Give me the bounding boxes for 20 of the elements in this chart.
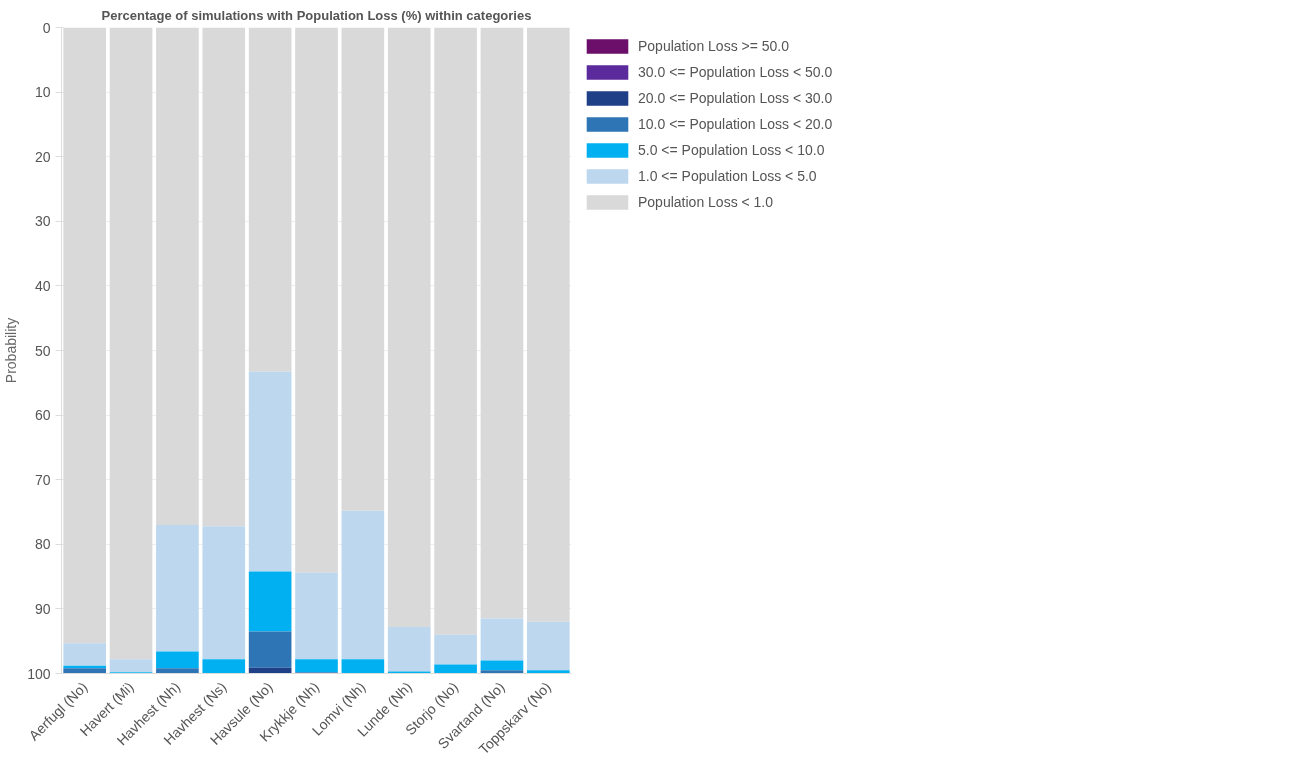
y-axis-title: Probability <box>3 317 20 384</box>
legend-label: Population Loss >= 50.0 <box>638 38 790 54</box>
y-tick-label: 100 <box>27 665 51 682</box>
legend-label: 30.0 <= Population Loss < 50.0 <box>638 64 833 80</box>
legend-label: 1.0 <= Population Loss < 5.0 <box>638 168 817 184</box>
y-tick-label: 60 <box>34 407 51 424</box>
legend-label: Population Loss < 1.0 <box>638 194 774 210</box>
y-tick-label: 80 <box>34 536 51 553</box>
legend-label: 10.0 <= Population Loss < 20.0 <box>638 116 833 132</box>
y-tick-label: 90 <box>34 600 51 617</box>
y-tick-label: 50 <box>34 342 51 359</box>
legend-label: 20.0 <= Population Loss < 30.0 <box>638 90 833 106</box>
y-tick-label: 0 <box>42 19 51 36</box>
y-tick-label: 40 <box>34 277 51 294</box>
y-tick-label: 10 <box>34 84 51 101</box>
y-tick-label: 70 <box>34 471 51 488</box>
y-tick-label: 30 <box>34 213 51 230</box>
legend-label: 5.0 <= Population Loss < 10.0 <box>638 142 825 158</box>
y-tick-label: 20 <box>34 148 51 165</box>
chart-title: Percentage of simulations with Population Loss (%) within categories <box>101 7 532 23</box>
